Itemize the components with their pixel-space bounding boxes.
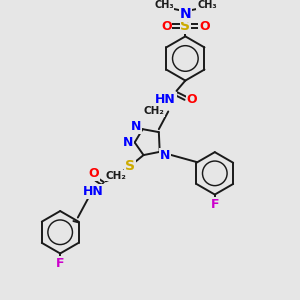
- Text: N: N: [160, 149, 170, 162]
- Text: S: S: [180, 19, 190, 33]
- Text: O: O: [161, 20, 172, 33]
- Text: O: O: [187, 93, 197, 106]
- Text: CH₃: CH₃: [154, 0, 174, 10]
- Text: F: F: [211, 198, 219, 211]
- Text: F: F: [56, 257, 64, 270]
- Text: CH₃: CH₃: [197, 0, 217, 10]
- Text: HN: HN: [83, 185, 104, 198]
- Text: S: S: [125, 159, 135, 173]
- Text: O: O: [89, 167, 99, 180]
- Text: CH₂: CH₂: [106, 171, 127, 181]
- Text: CH₂: CH₂: [144, 106, 165, 116]
- Text: N: N: [179, 7, 191, 21]
- Text: N: N: [131, 120, 141, 133]
- Text: N: N: [123, 136, 134, 149]
- Text: HN: HN: [155, 93, 176, 106]
- Text: O: O: [199, 20, 210, 33]
